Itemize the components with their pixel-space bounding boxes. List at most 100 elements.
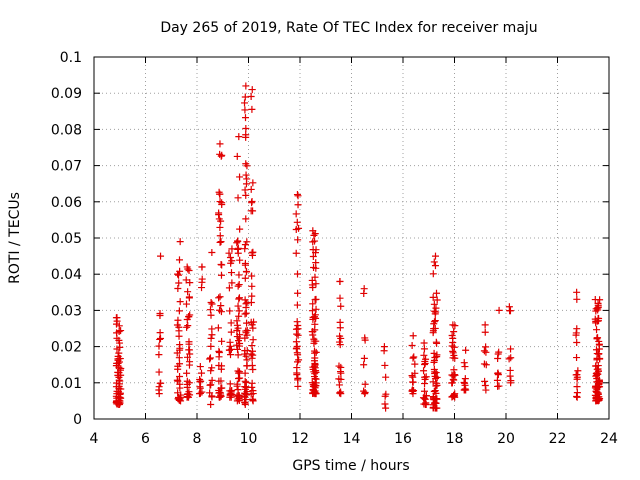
data-point xyxy=(243,175,251,183)
data-point xyxy=(217,302,225,310)
data-point xyxy=(311,230,319,238)
data-point xyxy=(294,331,302,339)
data-point xyxy=(432,382,440,390)
data-point xyxy=(234,345,242,353)
data-point xyxy=(156,335,164,343)
data-point xyxy=(173,349,181,357)
data-point xyxy=(207,401,215,409)
data-point xyxy=(311,320,319,328)
data-point xyxy=(115,376,123,384)
data-point xyxy=(312,305,320,313)
data-point xyxy=(450,328,458,336)
y-tick-label: 0.04 xyxy=(51,267,82,283)
data-point xyxy=(242,171,250,179)
y-tick-label: 0.06 xyxy=(51,195,82,211)
data-point xyxy=(196,384,204,392)
data-point xyxy=(226,254,234,262)
data-point xyxy=(196,363,204,371)
data-point xyxy=(206,381,214,389)
data-point xyxy=(482,361,490,369)
data-point xyxy=(360,289,368,297)
data-point xyxy=(337,369,345,377)
data-point xyxy=(311,273,319,281)
data-point xyxy=(420,339,428,347)
data-point xyxy=(293,330,301,338)
data-point xyxy=(482,348,490,356)
data-point xyxy=(225,346,233,354)
data-point xyxy=(450,393,458,401)
data-point xyxy=(573,354,581,362)
data-point xyxy=(495,306,503,314)
data-point xyxy=(174,362,182,370)
data-point xyxy=(593,334,601,342)
data-point xyxy=(236,173,244,181)
data-point xyxy=(292,345,300,353)
data-point xyxy=(481,382,489,390)
data-point xyxy=(432,369,440,377)
data-point xyxy=(507,354,515,362)
data-point xyxy=(218,151,226,159)
data-point xyxy=(215,211,223,219)
data-point xyxy=(449,376,457,384)
data-point xyxy=(175,279,183,287)
data-point xyxy=(248,321,256,329)
data-point xyxy=(156,310,164,318)
data-point xyxy=(429,293,437,301)
data-point xyxy=(207,342,215,350)
data-point xyxy=(294,192,302,200)
x-tick-label: 4 xyxy=(90,431,99,447)
data-point xyxy=(360,354,368,362)
data-point xyxy=(248,292,256,300)
data-point xyxy=(247,185,255,193)
data-point xyxy=(216,223,224,231)
data-point xyxy=(382,373,390,381)
data-point xyxy=(460,359,468,367)
data-point xyxy=(241,245,249,253)
data-point xyxy=(361,336,369,344)
data-point xyxy=(449,347,457,355)
data-point xyxy=(481,328,489,336)
data-point xyxy=(360,361,368,369)
data-point xyxy=(495,348,503,356)
data-point xyxy=(234,351,242,359)
data-point xyxy=(506,372,514,380)
data-point xyxy=(593,326,601,334)
data-point xyxy=(216,238,224,246)
data-point xyxy=(450,343,458,351)
data-point xyxy=(182,300,190,308)
data-point xyxy=(241,385,249,393)
x-tick-label: 20 xyxy=(497,431,515,447)
data-point xyxy=(430,307,438,315)
data-point xyxy=(115,384,123,392)
data-point xyxy=(312,348,320,356)
data-point xyxy=(247,298,255,306)
data-point xyxy=(420,345,428,353)
data-point xyxy=(495,382,503,390)
data-point xyxy=(242,125,250,133)
data-point xyxy=(462,346,470,354)
data-point xyxy=(247,92,255,100)
y-tick-label: 0.07 xyxy=(51,159,82,175)
data-point xyxy=(176,372,184,380)
data-point xyxy=(183,316,191,324)
data-point xyxy=(183,377,191,385)
data-point xyxy=(248,86,256,94)
chart-title: Day 265 of 2019, Rate Of TEC Index for r… xyxy=(160,20,537,36)
x-tick-label: 14 xyxy=(343,431,361,447)
data-point xyxy=(233,152,241,160)
data-point xyxy=(184,288,192,296)
data-point xyxy=(235,375,243,383)
data-point xyxy=(248,272,256,280)
data-point xyxy=(573,295,581,303)
data-point xyxy=(242,160,250,168)
data-point xyxy=(420,387,428,395)
data-point xyxy=(505,355,513,363)
data-point xyxy=(249,336,257,344)
data-point xyxy=(241,310,249,318)
data-point xyxy=(155,342,163,350)
data-point xyxy=(381,392,389,400)
data-point xyxy=(361,380,369,388)
data-point xyxy=(217,392,225,400)
data-point xyxy=(241,186,249,194)
data-point xyxy=(115,349,123,357)
